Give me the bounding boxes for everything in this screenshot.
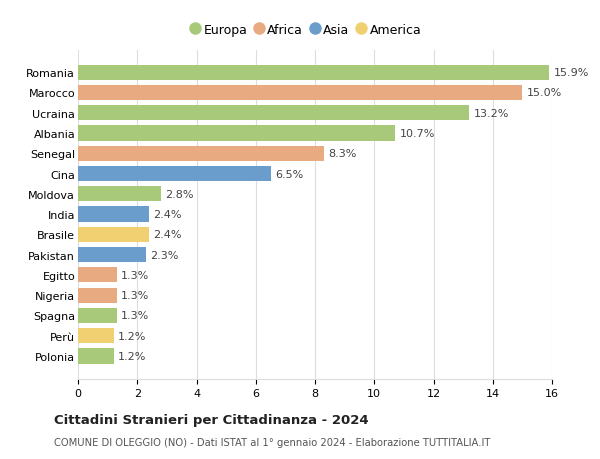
Text: 1.3%: 1.3% — [121, 270, 149, 280]
Bar — [78, 106, 469, 121]
Bar — [78, 328, 113, 343]
Text: 1.3%: 1.3% — [121, 311, 149, 321]
Bar — [78, 348, 113, 364]
Text: Cittadini Stranieri per Cittadinanza - 2024: Cittadini Stranieri per Cittadinanza - 2… — [54, 413, 368, 426]
Text: COMUNE DI OLEGGIO (NO) - Dati ISTAT al 1° gennaio 2024 - Elaborazione TUTTITALIA: COMUNE DI OLEGGIO (NO) - Dati ISTAT al 1… — [54, 437, 490, 448]
Text: 2.4%: 2.4% — [154, 230, 182, 240]
Bar — [78, 227, 149, 242]
Text: 10.7%: 10.7% — [400, 129, 435, 139]
Bar — [78, 187, 161, 202]
Bar — [78, 308, 116, 323]
Bar — [78, 247, 146, 263]
Bar — [78, 268, 116, 283]
Text: 8.3%: 8.3% — [328, 149, 357, 159]
Bar — [78, 126, 395, 141]
Text: 2.8%: 2.8% — [166, 190, 194, 199]
Text: 15.0%: 15.0% — [527, 88, 562, 98]
Text: 13.2%: 13.2% — [473, 108, 509, 118]
Text: 2.4%: 2.4% — [154, 210, 182, 219]
Bar — [78, 65, 549, 81]
Text: 1.2%: 1.2% — [118, 331, 146, 341]
Text: 1.3%: 1.3% — [121, 291, 149, 301]
Text: 2.3%: 2.3% — [151, 250, 179, 260]
Bar — [78, 86, 523, 101]
Bar — [78, 167, 271, 182]
Text: 15.9%: 15.9% — [553, 68, 589, 78]
Text: 1.2%: 1.2% — [118, 351, 146, 361]
Bar — [78, 146, 324, 162]
Bar — [78, 207, 149, 222]
Legend: Europa, Africa, Asia, America: Europa, Africa, Asia, America — [186, 21, 425, 41]
Bar — [78, 288, 116, 303]
Text: 6.5%: 6.5% — [275, 169, 303, 179]
